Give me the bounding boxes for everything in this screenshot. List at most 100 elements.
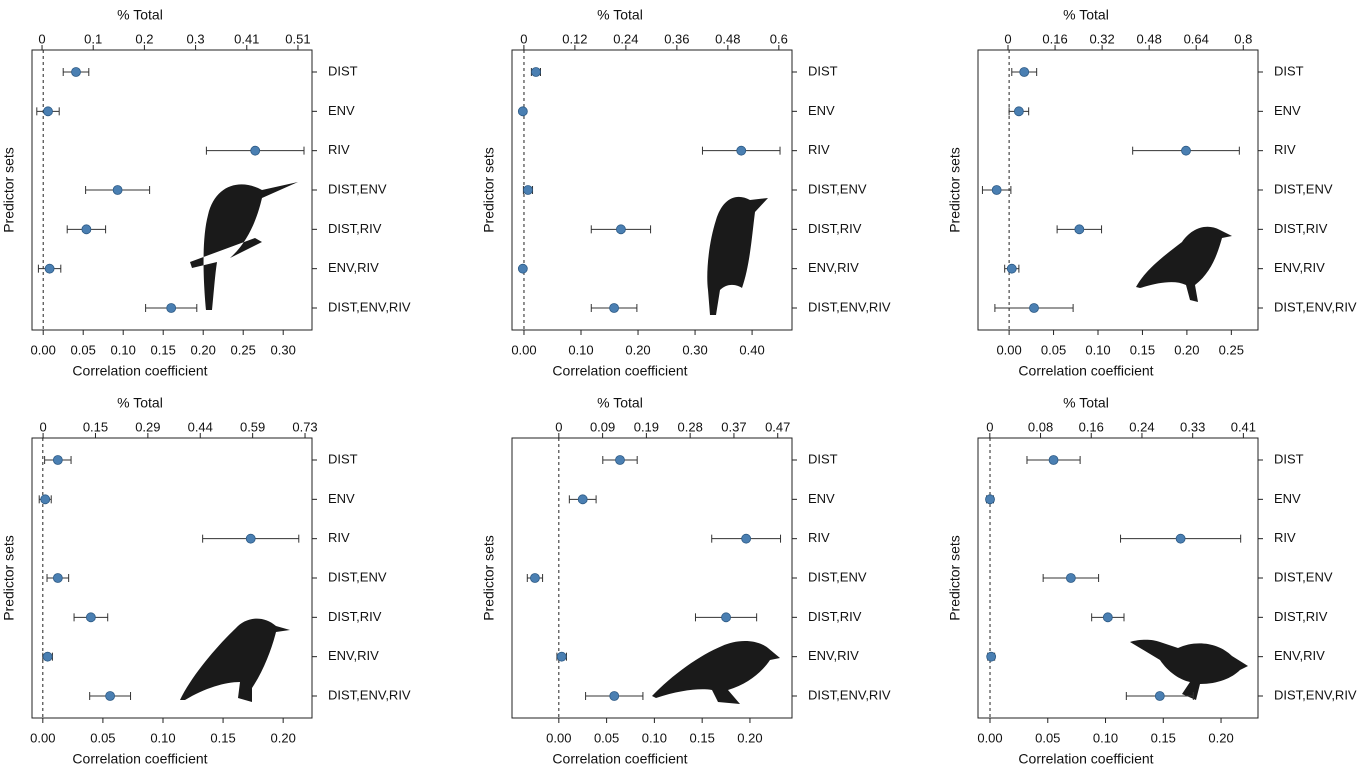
x-tick-label: 0.20	[271, 730, 296, 745]
x-tick-label: 0.15	[690, 730, 715, 745]
category-label: DIST,RIV	[808, 221, 862, 236]
point	[616, 224, 626, 235]
x-tick-label: 0.15	[1151, 730, 1176, 745]
category-label: RIV	[1274, 530, 1296, 545]
y-axis-title: Predictor sets	[947, 535, 963, 621]
x-tick-label: 0.00	[996, 342, 1021, 357]
y-axis-title: Predictor sets	[947, 147, 963, 233]
x-tick-label: 0.10	[1085, 342, 1110, 357]
x-tick-label: 0.00	[30, 730, 55, 745]
panel: 0.00 0.05 0.10 0.15 0.20 0 0.08 0.16 0.24 0.33 0.4…	[947, 395, 1357, 767]
category-label: DIST	[328, 451, 358, 466]
x2-tick-label: 0.41	[234, 31, 259, 46]
x-tick-label: 0.15	[1130, 342, 1155, 357]
category-label: DIST,ENV,RIV	[1274, 687, 1357, 702]
category-label: DIST,ENV,RIV	[808, 687, 891, 702]
category-label: DIST,ENV	[1274, 569, 1333, 584]
point	[741, 533, 752, 544]
x2-tick-label: 0.33	[1180, 419, 1205, 434]
point	[245, 533, 256, 544]
category-label: DIST,ENV	[808, 181, 867, 196]
x2-tick-label: 0.51	[285, 31, 310, 46]
point	[1074, 224, 1085, 235]
x-tick-label: 0.20	[737, 730, 762, 745]
x2-tick-label: 0.64	[1184, 31, 1209, 46]
point	[985, 494, 995, 505]
x-tick-label: 0.10	[1093, 730, 1118, 745]
x2-tick-label: 0.1	[84, 31, 102, 46]
category-label: DIST	[328, 63, 358, 78]
panel: 0.00 0.05 0.10 0.15 0.20 0.25 0.30 0 0.1 0.2 0.3 0.…	[1, 7, 411, 379]
x2-tick-label: 0.48	[1137, 31, 1162, 46]
category-label: ENV,RIV	[1274, 260, 1325, 275]
x-tick-label: 0.00	[977, 730, 1002, 745]
x2-tick-label: 0.47	[765, 419, 790, 434]
x2-tick-label: 0	[986, 419, 993, 434]
x2-tick-label: 0.15	[83, 419, 108, 434]
category-label: ENV,RIV	[328, 648, 379, 663]
x2-tick-label: 0.6	[770, 31, 788, 46]
x-tick-label: 0.25	[231, 342, 256, 357]
x-tick-label: 0.25	[1219, 342, 1244, 357]
panel: 0.00 0.05 0.10 0.15 0.20 0 0.15 0.29 0.44 0.59 0.7…	[1, 395, 411, 767]
bird-silhouette	[707, 196, 768, 315]
bird-silhouette	[1130, 639, 1248, 700]
category-label: DIST	[1274, 451, 1304, 466]
point	[166, 303, 177, 313]
point	[71, 67, 81, 77]
category-label: ENV,RIV	[808, 260, 859, 275]
category-label: DIST,ENV,RIV	[1274, 299, 1357, 314]
point	[609, 691, 620, 701]
point	[721, 612, 731, 623]
point	[986, 651, 997, 662]
category-label: DIST	[808, 451, 838, 466]
x-tick-label: 0.20	[191, 342, 216, 357]
x-tick-label: 0.30	[271, 342, 296, 357]
x2-tick-label: 0.37	[721, 419, 746, 434]
point	[615, 455, 625, 465]
category-label: ENV,RIV	[1274, 648, 1325, 663]
bird-silhouette	[1136, 226, 1232, 302]
category-label: ENV	[1274, 491, 1301, 506]
point	[52, 573, 63, 583]
category-label: RIV	[1274, 142, 1296, 157]
category-label: DIST,ENV,RIV	[328, 687, 411, 702]
category-label: RIV	[328, 142, 350, 157]
plot-frame	[511, 49, 793, 331]
point	[105, 691, 116, 701]
point	[1006, 263, 1017, 274]
point	[531, 67, 541, 77]
point	[40, 494, 51, 505]
x-tick-label: 0.05	[594, 730, 619, 745]
x2-tick-label: 0.36	[664, 31, 689, 46]
category-label: RIV	[808, 142, 830, 157]
point	[991, 185, 1002, 195]
point	[1102, 612, 1113, 623]
point	[1175, 533, 1186, 544]
plot-frame	[977, 49, 1259, 331]
point	[52, 455, 63, 465]
x2-tick-label: 0	[520, 31, 527, 46]
category-label: ENV,RIV	[328, 260, 379, 275]
x2-tick-label: 0.59	[240, 419, 265, 434]
bird-silhouette	[180, 618, 290, 702]
x-axis-title: Correlation coefficient	[1018, 751, 1153, 767]
x2-tick-label: 0.16	[1079, 419, 1104, 434]
x-tick-label: 0.10	[111, 342, 136, 357]
point	[250, 145, 261, 156]
bird-silhouette	[652, 641, 780, 704]
x-tick-label: 0.00	[546, 730, 571, 745]
x-tick-label: 0.00	[31, 342, 56, 357]
category-label: DIST,ENV	[1274, 181, 1333, 196]
category-label: ENV	[808, 103, 835, 118]
y-axis-title: Predictor sets	[481, 147, 497, 233]
x-tick-label: 0.20	[625, 342, 650, 357]
category-label: DIST,ENV	[328, 569, 387, 584]
panel: 0.00 0.05 0.10 0.15 0.20 0 0.09 0.19 0.28 0.37 0.4…	[481, 395, 891, 767]
x2-tick-label: 0.73	[292, 419, 317, 434]
x2-tick-label: 0.12	[562, 31, 587, 46]
y-axis-title: Predictor sets	[1, 147, 17, 233]
x2-tick-label: 0	[38, 31, 45, 46]
x2-tick-label: 0.08	[1028, 419, 1053, 434]
